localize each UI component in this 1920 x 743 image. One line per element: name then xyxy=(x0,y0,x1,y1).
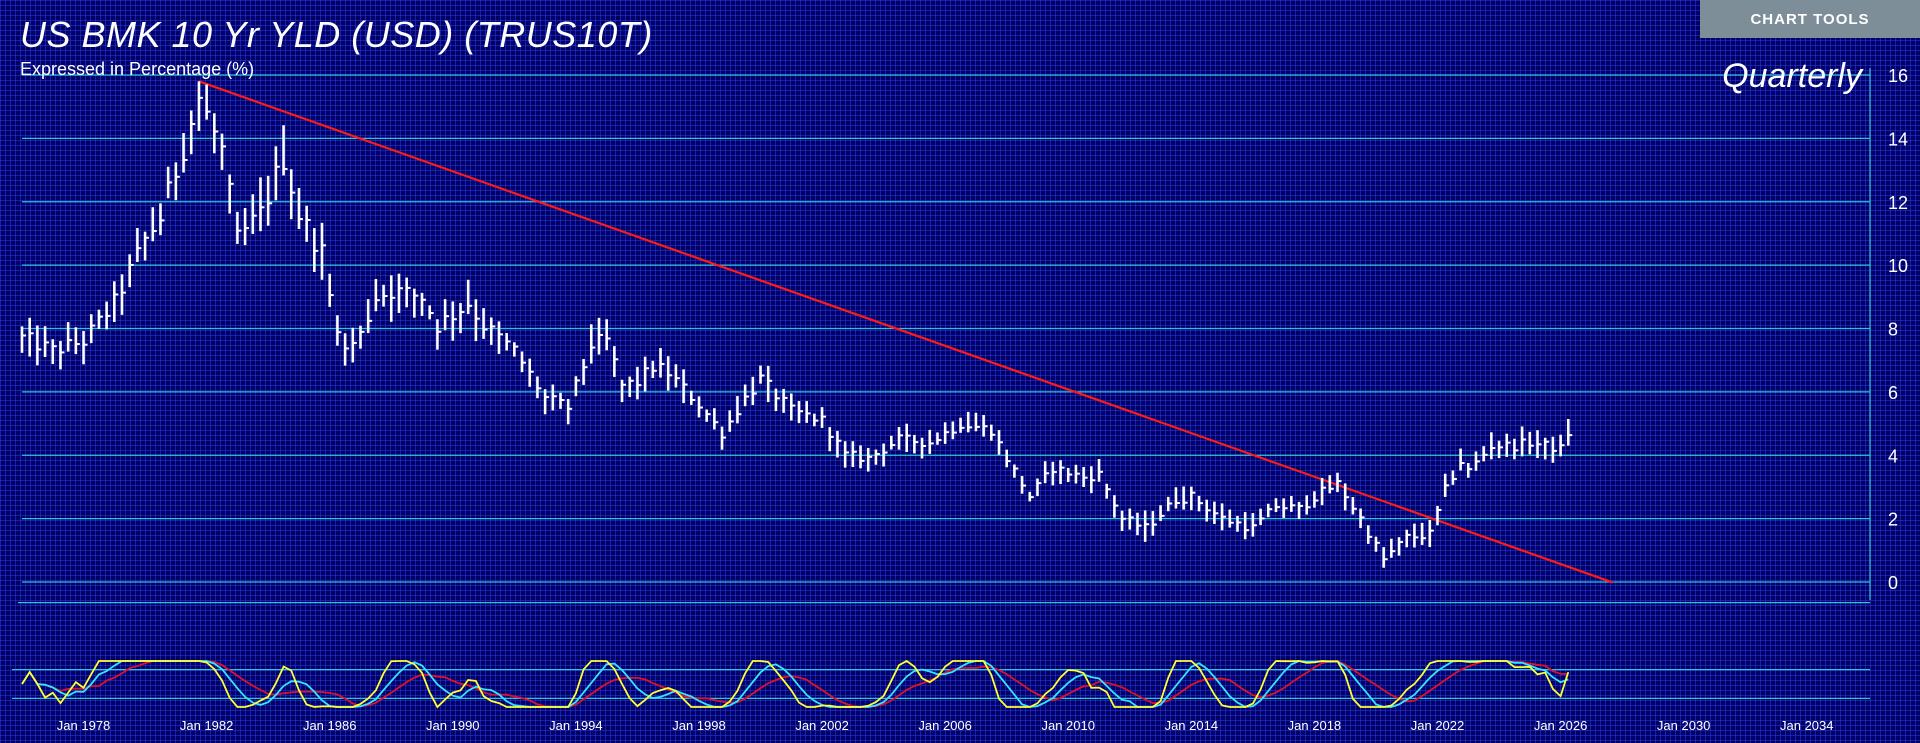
x-tick-label: Jan 1978 xyxy=(57,718,111,733)
grid xyxy=(12,68,1871,700)
oscillator-line-yellow xyxy=(21,659,1570,709)
x-tick-label: Jan 1998 xyxy=(672,718,726,733)
x-tick-label: Jan 2030 xyxy=(1657,718,1711,733)
y-tick-label: 12 xyxy=(1888,193,1908,213)
x-tick-label: Jan 2010 xyxy=(1041,718,1095,733)
y-tick-label: 2 xyxy=(1888,510,1898,530)
x-tick-label: Jan 2018 xyxy=(1288,718,1342,733)
oscillator-panel xyxy=(21,659,1570,709)
y-tick-label: 10 xyxy=(1888,256,1908,276)
x-tick-label: Jan 1982 xyxy=(180,718,234,733)
x-tick-label: Jan 2022 xyxy=(1411,718,1465,733)
chart-title: US BMK 10 Yr YLD (USD) (TRUS10T) xyxy=(20,14,653,55)
x-tick-label: Jan 2034 xyxy=(1780,718,1834,733)
period-label: Quarterly xyxy=(1722,57,1862,95)
chart-subtitle: Expressed in Percentage (%) xyxy=(20,59,255,79)
y-tick-label: 8 xyxy=(1888,320,1898,340)
x-axis-ticks: Jan 1978 Jan 1982 Jan 1986 Jan 1990 Jan 1994… xyxy=(57,718,1834,733)
x-tick-label: Jan 1990 xyxy=(426,718,480,733)
x-tick-label: Jan 2026 xyxy=(1534,718,1588,733)
price-bars xyxy=(20,81,1573,568)
y-tick-label: 0 xyxy=(1888,573,1898,593)
trendline xyxy=(198,80,1614,584)
y-tick-label: 6 xyxy=(1888,383,1898,403)
x-tick-label: Jan 1986 xyxy=(303,718,357,733)
y-axis-ticks: 0 2 4 6 8 10 12 14 16 xyxy=(1888,66,1908,593)
x-tick-label: Jan 1994 xyxy=(549,718,603,733)
y-tick-label: 14 xyxy=(1888,129,1908,149)
oscillator-line-cyan xyxy=(21,660,1569,708)
oscillator-line-red xyxy=(21,660,1569,708)
x-tick-label: Jan 2002 xyxy=(795,718,849,733)
x-tick-label: Jan 2014 xyxy=(1165,718,1219,733)
y-tick-label: 4 xyxy=(1888,446,1898,466)
x-tick-label: Jan 2006 xyxy=(918,718,972,733)
chart-tools-button[interactable]: CHART TOOLS xyxy=(1700,0,1920,38)
y-tick-label: 16 xyxy=(1888,66,1908,86)
trendline-line xyxy=(198,80,1614,584)
